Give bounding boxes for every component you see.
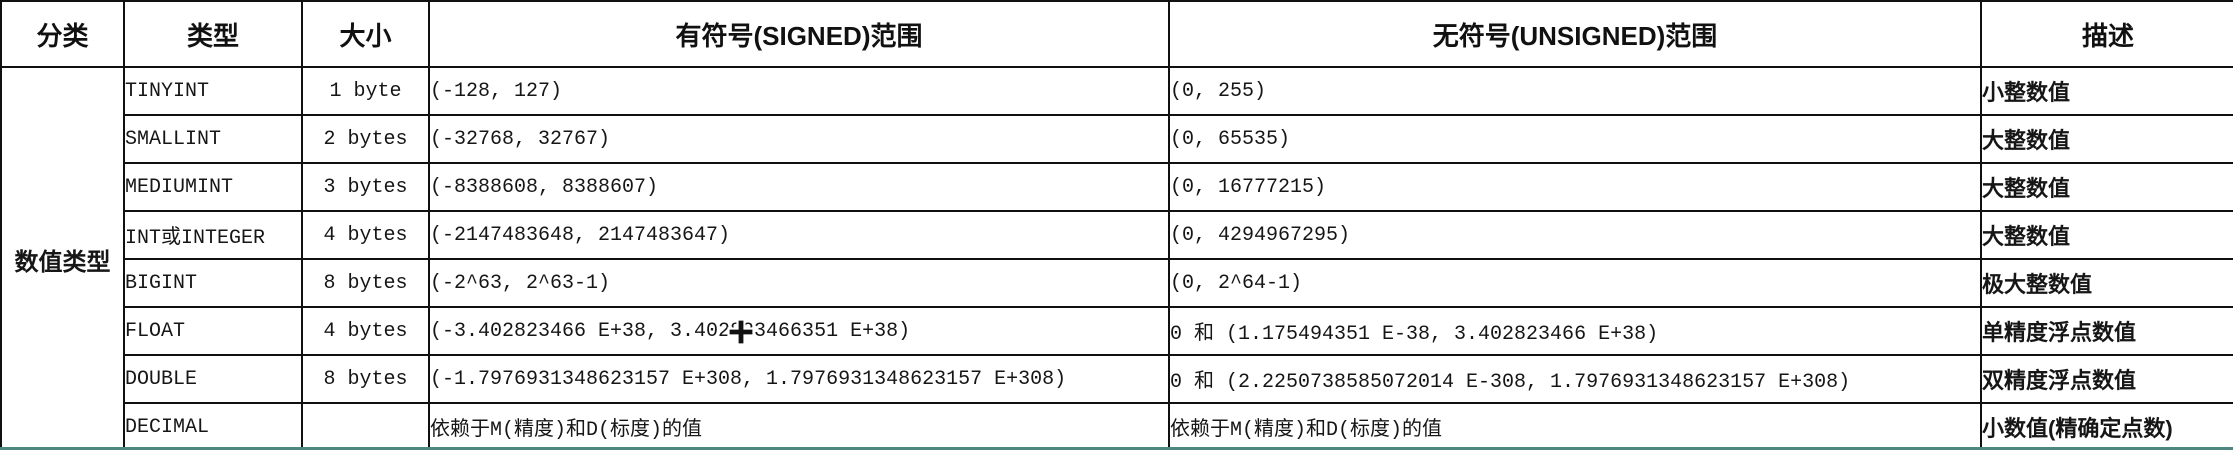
unsigned-range-cell: 依赖于M(精度)和D(标度)的值: [1168, 402, 1982, 450]
table-row: 数值类型 TINYINT 1 byte (-128, 127) (0, 255)…: [0, 66, 2233, 450]
unsigned-range-cell: (0, 2^64-1): [1168, 258, 1982, 308]
description-cell: 大整数值: [1980, 162, 2233, 212]
signed-range-cell: (-3.402823466 E+38, 3.402823466351 E+38): [428, 306, 1170, 356]
table-row: MEDIUMINT 3 bytes (-8388608, 8388607) (0…: [1, 162, 2233, 212]
size-cell: 1 byte: [301, 66, 430, 116]
unsigned-range-cell: 0 和 (2.2250738585072014 E-308, 1.7976931…: [1168, 354, 1982, 404]
unsigned-range-cell: (0, 4294967295): [1168, 210, 1982, 260]
type-cell: DOUBLE: [123, 354, 303, 404]
unsigned-range-cell: (0, 65535): [1168, 114, 1982, 164]
size-cell: 2 bytes: [301, 114, 430, 164]
size-cell: 8 bytes: [301, 258, 430, 308]
description-cell: 极大整数值: [1980, 258, 2233, 308]
description-cell: 大整数值: [1980, 210, 2233, 260]
size-cell: 4 bytes: [301, 306, 430, 356]
type-cell: INT或INTEGER: [123, 210, 303, 260]
header-unsigned-range: 无符号(UNSIGNED)范围: [1168, 0, 1982, 68]
table-row: DECIMAL 依赖于M(精度)和D(标度)的值 依赖于M(精度)和D(标度)的…: [1, 402, 2233, 450]
table-row: DOUBLE 8 bytes (-1.7976931348623157 E+30…: [1, 354, 2233, 404]
description-cell: 单精度浮点数值: [1980, 306, 2233, 356]
type-cell: BIGINT: [123, 258, 303, 308]
signed-range-cell: (-2^63, 2^63-1): [428, 258, 1170, 308]
description-cell: 双精度浮点数值: [1980, 354, 2233, 404]
signed-range-cell: 依赖于M(精度)和D(标度)的值: [428, 402, 1170, 450]
header-size: 大小: [301, 0, 430, 68]
size-cell: 4 bytes: [301, 210, 430, 260]
header-category: 分类: [0, 0, 125, 68]
type-cell: FLOAT: [123, 306, 303, 356]
size-cell: 8 bytes: [301, 354, 430, 404]
signed-range-cell: (-128, 127): [428, 66, 1170, 116]
signed-range-cell: (-2147483648, 2147483647): [428, 210, 1170, 260]
table-row: INT或INTEGER 4 bytes (-2147483648, 214748…: [1, 210, 2233, 260]
description-cell: 小整数值: [1980, 66, 2233, 116]
category-cell: 数值类型: [0, 66, 125, 450]
size-cell: 3 bytes: [301, 162, 430, 212]
type-cell: MEDIUMINT: [123, 162, 303, 212]
description-cell: 小数值(精确定点数): [1980, 402, 2233, 450]
description-cell: 大整数值: [1980, 114, 2233, 164]
signed-range-cell: (-1.7976931348623157 E+308, 1.7976931348…: [428, 354, 1170, 404]
table-row: SMALLINT 2 bytes (-32768, 32767) (0, 655…: [1, 114, 2233, 164]
size-cell: [301, 402, 430, 450]
table-row: BIGINT 8 bytes (-2^63, 2^63-1) (0, 2^64-…: [1, 258, 2233, 308]
header-signed-range: 有符号(SIGNED)范围: [428, 0, 1170, 68]
type-cell: DECIMAL: [123, 402, 303, 450]
unsigned-range-cell: (0, 16777215): [1168, 162, 1982, 212]
header-type: 类型: [123, 0, 303, 68]
unsigned-range-cell: (0, 255): [1168, 66, 1982, 116]
type-cell: TINYINT: [123, 66, 303, 116]
signed-range-cell: (-8388608, 8388607): [428, 162, 1170, 212]
table-row: FLOAT 4 bytes (-3.402823466 E+38, 3.4028…: [1, 306, 2233, 356]
table-header-row: 分类 类型 大小 有符号(SIGNED)范围 无符号(UNSIGNED)范围 描…: [0, 0, 2233, 68]
signed-range-cell: (-32768, 32767): [428, 114, 1170, 164]
window-bottom-edge-line: [0, 447, 2233, 450]
unsigned-range-cell: 0 和 (1.175494351 E-38, 3.402823466 E+38): [1168, 306, 1982, 356]
header-description: 描述: [1980, 0, 2233, 68]
type-cell: SMALLINT: [123, 114, 303, 164]
